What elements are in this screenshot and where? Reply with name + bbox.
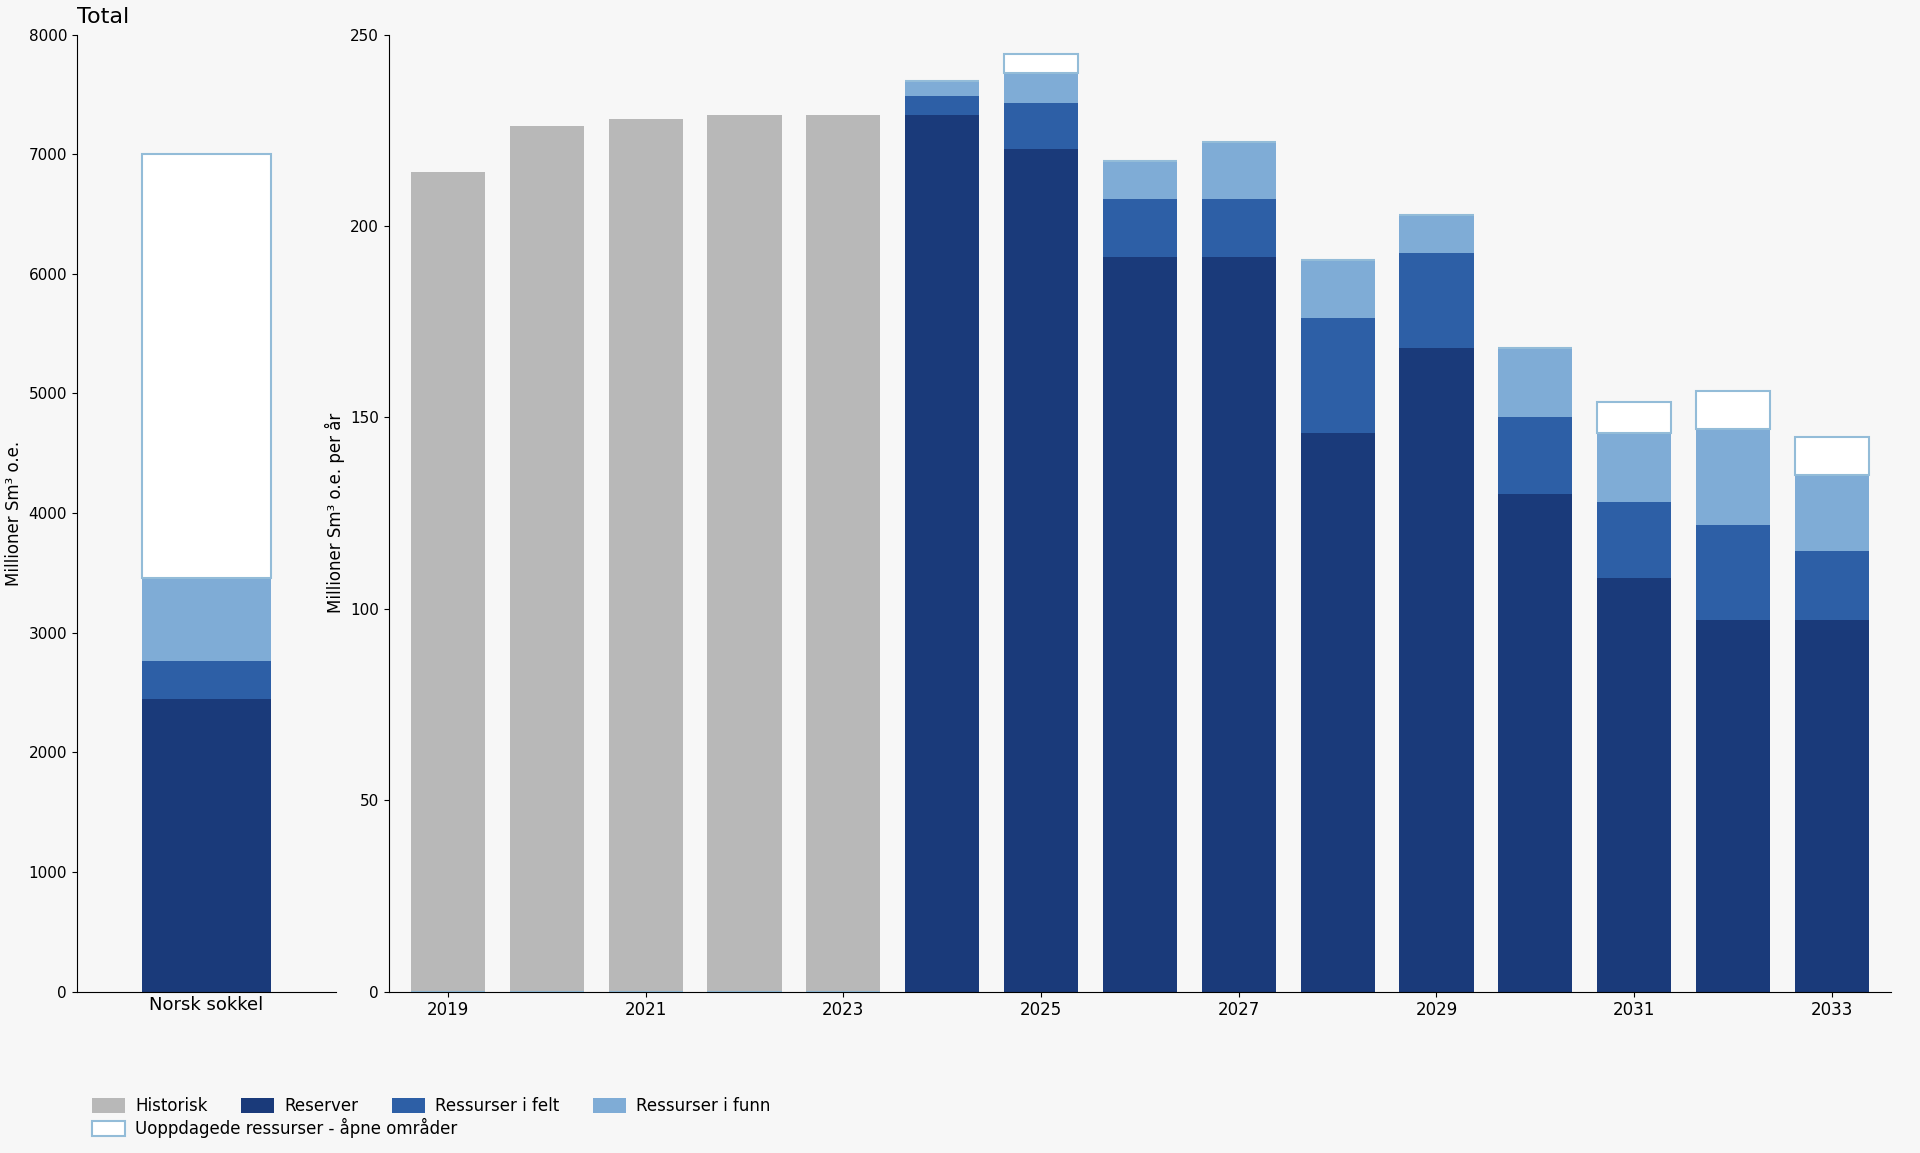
Bar bbox=[1498, 493, 1572, 992]
Legend: Uoppdagede ressurser - åpne områder: Uoppdagede ressurser - åpne områder bbox=[84, 1111, 465, 1145]
Bar bbox=[1597, 402, 1670, 432]
Bar bbox=[1695, 525, 1770, 620]
Bar bbox=[142, 578, 271, 662]
Bar bbox=[1597, 578, 1670, 992]
Bar bbox=[1004, 73, 1079, 104]
Bar bbox=[1202, 199, 1277, 257]
Bar bbox=[511, 127, 584, 992]
Y-axis label: Millioner Sm³ o.e.: Millioner Sm³ o.e. bbox=[6, 440, 23, 586]
Bar bbox=[1795, 551, 1868, 620]
Bar bbox=[1102, 199, 1177, 257]
Legend: Historisk, Reserver, Ressurser i felt, Ressurser i funn: Historisk, Reserver, Ressurser i felt, R… bbox=[84, 1091, 778, 1122]
Bar bbox=[1004, 104, 1079, 150]
Bar bbox=[707, 115, 781, 992]
Bar bbox=[411, 173, 486, 992]
Bar bbox=[1300, 261, 1375, 318]
Bar bbox=[1695, 391, 1770, 429]
Bar bbox=[904, 81, 979, 96]
Bar bbox=[1695, 620, 1770, 992]
Bar bbox=[142, 155, 271, 578]
Bar bbox=[1004, 150, 1079, 992]
Bar bbox=[904, 96, 979, 115]
Bar bbox=[1202, 142, 1277, 199]
Bar bbox=[1597, 502, 1670, 578]
Bar bbox=[806, 115, 881, 992]
Bar bbox=[1795, 437, 1868, 475]
Bar bbox=[1102, 257, 1177, 992]
Bar bbox=[1400, 348, 1473, 992]
Bar bbox=[142, 662, 271, 699]
Bar bbox=[1400, 253, 1473, 348]
Bar bbox=[1498, 348, 1572, 417]
Bar bbox=[142, 699, 271, 992]
Text: Total: Total bbox=[77, 7, 129, 28]
Bar bbox=[1300, 318, 1375, 432]
Bar bbox=[904, 115, 979, 992]
Bar bbox=[1597, 432, 1670, 502]
Bar bbox=[609, 119, 684, 992]
Bar bbox=[1400, 214, 1473, 253]
Bar bbox=[1202, 257, 1277, 992]
Bar bbox=[1004, 54, 1079, 73]
Y-axis label: Millioner Sm³ o.e. per år: Millioner Sm³ o.e. per år bbox=[324, 413, 344, 613]
Bar bbox=[1695, 429, 1770, 525]
Bar bbox=[1795, 620, 1868, 992]
Bar bbox=[1795, 475, 1868, 551]
Bar bbox=[1300, 432, 1375, 992]
Bar bbox=[1498, 417, 1572, 493]
Bar bbox=[1102, 161, 1177, 199]
